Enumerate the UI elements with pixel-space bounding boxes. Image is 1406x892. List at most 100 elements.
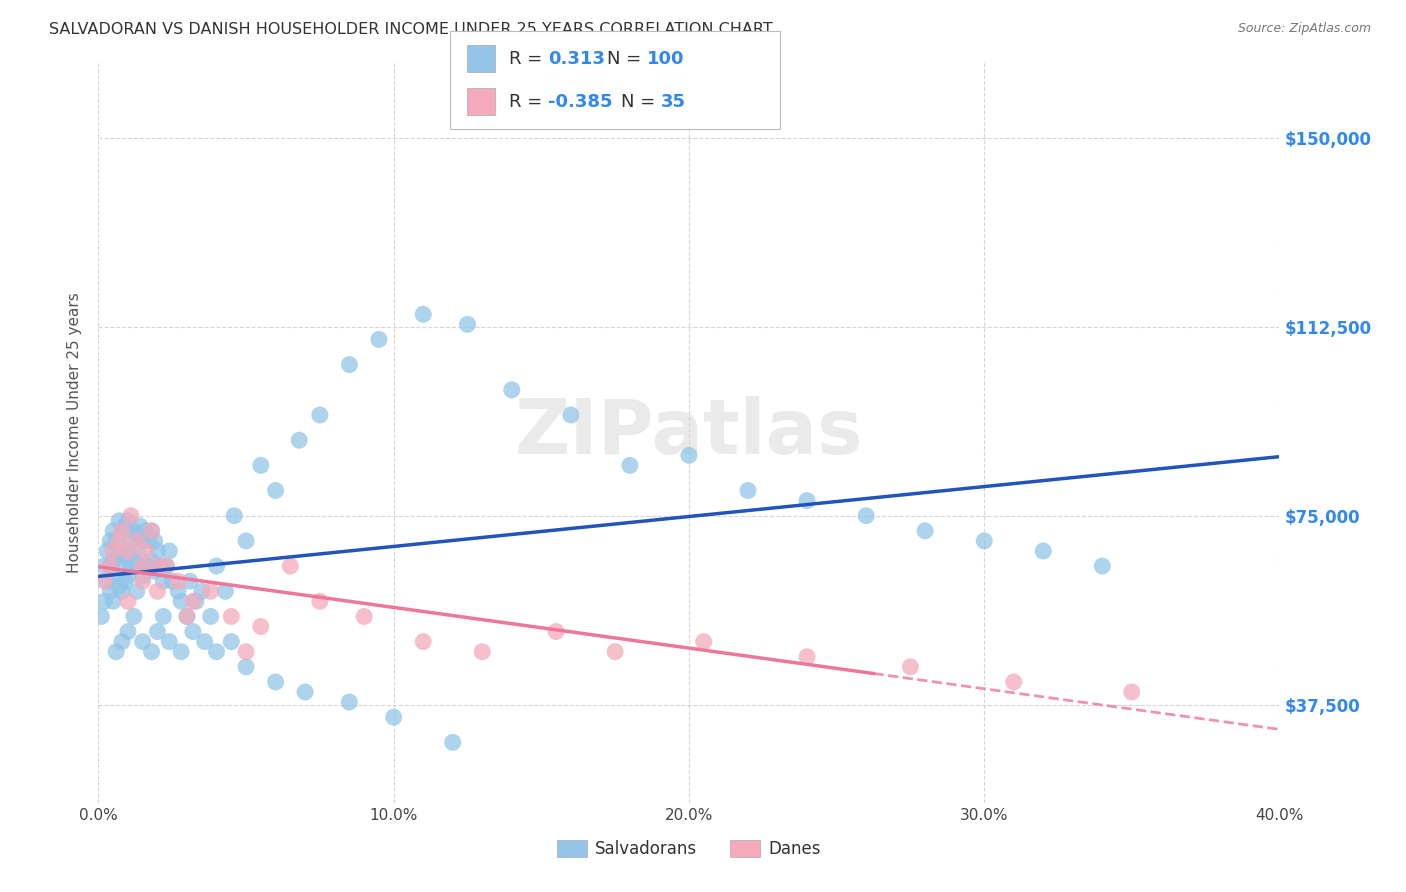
Point <box>221 634 243 648</box>
Point <box>132 569 155 583</box>
Text: 0.313: 0.313 <box>548 50 605 68</box>
Point <box>114 574 136 589</box>
Text: N =: N = <box>621 93 661 111</box>
Point <box>205 559 228 574</box>
Point <box>170 645 193 659</box>
Point <box>235 660 257 674</box>
Point <box>117 594 139 608</box>
Point <box>98 559 121 574</box>
Point <box>412 634 434 648</box>
Point <box>221 609 243 624</box>
Point <box>619 458 641 473</box>
Point <box>103 594 125 608</box>
Point <box>128 549 150 563</box>
Point <box>152 574 174 589</box>
Point <box>1002 674 1025 689</box>
Point <box>132 634 155 648</box>
Point <box>181 594 204 608</box>
Point <box>152 609 174 624</box>
Point <box>155 559 177 574</box>
Point <box>914 524 936 538</box>
Point <box>98 559 121 574</box>
Text: ZIPatlas: ZIPatlas <box>515 396 863 469</box>
Point <box>294 685 316 699</box>
Point <box>125 529 148 543</box>
Point <box>128 518 150 533</box>
Point <box>105 533 128 548</box>
Point <box>737 483 759 498</box>
Text: SALVADORAN VS DANISH HOUSEHOLDER INCOME UNDER 25 YEARS CORRELATION CHART: SALVADORAN VS DANISH HOUSEHOLDER INCOME … <box>49 22 773 37</box>
Point <box>141 645 163 659</box>
Point <box>135 524 157 538</box>
Point <box>678 448 700 462</box>
Point <box>471 645 494 659</box>
Point <box>114 518 136 533</box>
Point <box>122 609 145 624</box>
Point <box>176 609 198 624</box>
Point <box>114 549 136 563</box>
Point <box>973 533 995 548</box>
Point <box>111 524 134 538</box>
Point <box>111 634 134 648</box>
Point <box>149 559 172 574</box>
Point <box>132 574 155 589</box>
Point <box>264 674 287 689</box>
Point <box>1032 544 1054 558</box>
Point <box>120 508 142 523</box>
Point <box>125 559 148 574</box>
Point <box>250 458 273 473</box>
Point <box>501 383 523 397</box>
Point <box>98 584 121 599</box>
Point <box>108 533 131 548</box>
Point <box>796 493 818 508</box>
Point <box>117 544 139 558</box>
Point <box>111 559 134 574</box>
Point <box>224 508 246 523</box>
Point <box>146 544 169 558</box>
Point <box>132 559 155 574</box>
Point <box>441 735 464 749</box>
Point <box>93 559 115 574</box>
Point <box>117 624 139 639</box>
Point <box>353 609 375 624</box>
Point <box>162 574 183 589</box>
Point <box>143 564 166 578</box>
Point <box>339 358 361 372</box>
Point <box>141 524 163 538</box>
Point <box>176 609 198 624</box>
Point <box>103 524 125 538</box>
Point <box>412 307 434 321</box>
Point <box>288 433 311 447</box>
Point <box>250 619 273 633</box>
Point <box>146 624 169 639</box>
Point <box>122 554 145 568</box>
Text: -0.385: -0.385 <box>548 93 613 111</box>
Point <box>111 524 134 538</box>
Point <box>105 645 128 659</box>
Point <box>146 584 169 599</box>
Point <box>184 594 207 608</box>
Text: 100: 100 <box>647 50 685 68</box>
Point <box>157 544 180 558</box>
Point <box>280 559 302 574</box>
Point <box>96 544 118 558</box>
Point <box>120 559 142 574</box>
Point <box>132 533 155 548</box>
Text: Source: ZipAtlas.com: Source: ZipAtlas.com <box>1237 22 1371 36</box>
Point <box>157 634 180 648</box>
Point <box>194 634 217 648</box>
Point <box>235 645 257 659</box>
Point <box>125 584 148 599</box>
Point <box>135 559 157 574</box>
Point <box>120 533 142 548</box>
Point <box>143 533 166 548</box>
Point <box>111 584 134 599</box>
Text: R =: R = <box>509 93 548 111</box>
Point <box>214 584 236 599</box>
Point <box>167 574 190 589</box>
Point <box>138 559 160 574</box>
Point <box>167 584 190 599</box>
Point <box>117 514 139 528</box>
Point <box>181 624 204 639</box>
Point <box>90 609 112 624</box>
